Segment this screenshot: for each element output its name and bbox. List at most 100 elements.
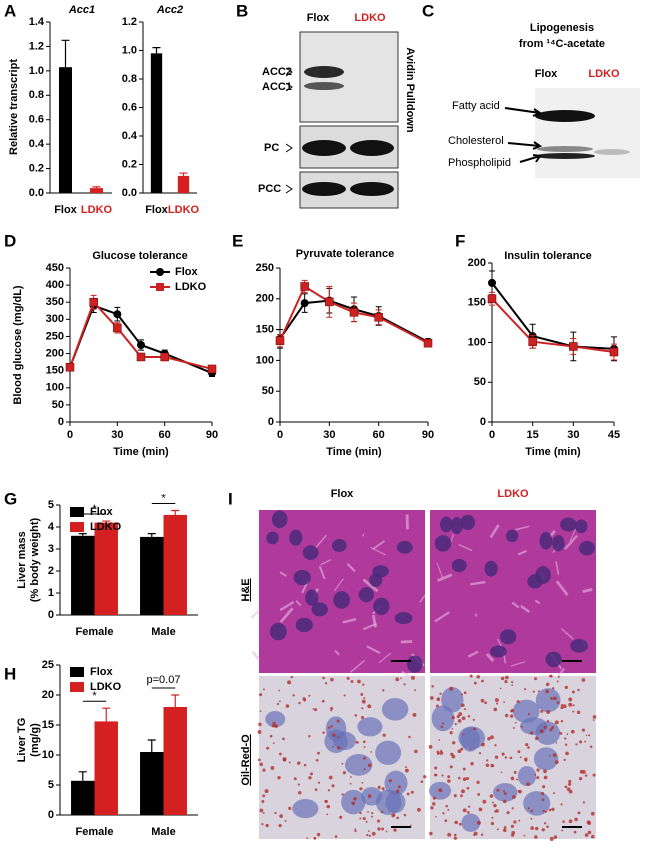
lipid xyxy=(410,790,414,794)
lipid xyxy=(476,820,481,825)
lipid xyxy=(357,679,361,684)
lipid xyxy=(548,675,552,678)
x-tick-label: 60 xyxy=(159,429,171,441)
lipid xyxy=(520,725,523,728)
lipid xyxy=(491,801,494,804)
y-tick-label: 450 xyxy=(46,262,64,274)
lipid xyxy=(327,789,331,792)
texture xyxy=(419,594,426,603)
lipid xyxy=(428,744,433,749)
lipid xyxy=(511,807,514,810)
texture xyxy=(474,613,478,617)
lipid xyxy=(274,724,278,728)
marker xyxy=(374,313,383,322)
band xyxy=(535,153,595,159)
lipid xyxy=(438,739,441,741)
y-tick-label: 0.0 xyxy=(29,187,44,199)
lipid xyxy=(363,768,366,771)
lipid xyxy=(393,828,397,832)
nucleus xyxy=(333,731,357,751)
lipid xyxy=(545,682,550,687)
lipid xyxy=(527,713,531,716)
lipid xyxy=(504,756,508,759)
lipid xyxy=(461,703,465,708)
lipid xyxy=(444,819,448,823)
lipid xyxy=(543,822,547,825)
texture xyxy=(564,534,578,550)
texture xyxy=(510,661,526,667)
nucleus xyxy=(372,565,389,578)
x-tick-label: Male xyxy=(151,626,175,638)
lipid xyxy=(577,688,580,692)
lipid xyxy=(505,675,509,680)
row-label: Oil-Red-O xyxy=(240,734,252,786)
marker xyxy=(528,337,537,346)
lipid xyxy=(565,751,569,756)
nucleus xyxy=(385,791,406,814)
lipid xyxy=(506,811,510,815)
lipid xyxy=(274,811,277,815)
lipid xyxy=(489,794,494,798)
lipid xyxy=(317,751,320,755)
lipid xyxy=(566,787,571,792)
lipid xyxy=(440,725,444,729)
lipid xyxy=(366,833,369,837)
lipid xyxy=(460,693,463,696)
bar xyxy=(150,53,163,193)
lipid xyxy=(576,710,581,715)
y-tick-label: 150 xyxy=(468,297,486,309)
marker xyxy=(160,352,169,362)
lipid xyxy=(467,811,470,814)
nucleus xyxy=(269,622,287,641)
nucleus xyxy=(512,699,540,723)
y-tick-label: 150 xyxy=(256,324,274,336)
lipid xyxy=(502,799,507,804)
lipid xyxy=(552,687,555,690)
nucleus xyxy=(289,529,303,546)
error-bar xyxy=(152,47,161,54)
nucleus xyxy=(396,540,413,554)
legend-swatch xyxy=(70,507,84,517)
lipid xyxy=(453,836,458,840)
lipid xyxy=(493,803,497,808)
lipid xyxy=(332,745,334,748)
y-tick-label: 0.6 xyxy=(29,114,44,126)
y-axis-label: (% body weight) xyxy=(29,518,41,603)
marker xyxy=(609,347,619,357)
lipid xyxy=(587,830,592,835)
error-bar xyxy=(92,186,101,189)
y-tick-label: 100 xyxy=(468,336,486,348)
band-label: Phospholipid xyxy=(448,157,511,169)
lipid xyxy=(457,719,462,723)
lipid xyxy=(382,733,386,737)
texture xyxy=(555,580,569,596)
lipid xyxy=(460,789,465,794)
lipid xyxy=(447,808,450,811)
lipid xyxy=(258,722,262,727)
lipid xyxy=(525,743,529,747)
lipid xyxy=(391,814,395,818)
marker xyxy=(136,352,146,362)
texture xyxy=(467,650,479,658)
lipid xyxy=(365,820,368,823)
lipid xyxy=(552,792,555,795)
lipid xyxy=(447,775,451,779)
lipid xyxy=(288,806,292,810)
lipid xyxy=(502,790,506,793)
nucleus xyxy=(292,799,319,819)
bar xyxy=(163,707,187,815)
lipid xyxy=(588,734,591,737)
lipid xyxy=(519,756,522,759)
lipid xyxy=(552,753,557,758)
texture xyxy=(378,652,392,664)
lipid xyxy=(584,833,589,837)
lipid xyxy=(457,749,462,754)
lipid xyxy=(297,783,300,786)
lipid xyxy=(326,813,329,816)
lipid xyxy=(324,800,327,803)
lipid xyxy=(354,714,358,717)
lipid xyxy=(445,804,448,808)
lipid xyxy=(462,767,466,771)
nucleus xyxy=(373,597,390,616)
